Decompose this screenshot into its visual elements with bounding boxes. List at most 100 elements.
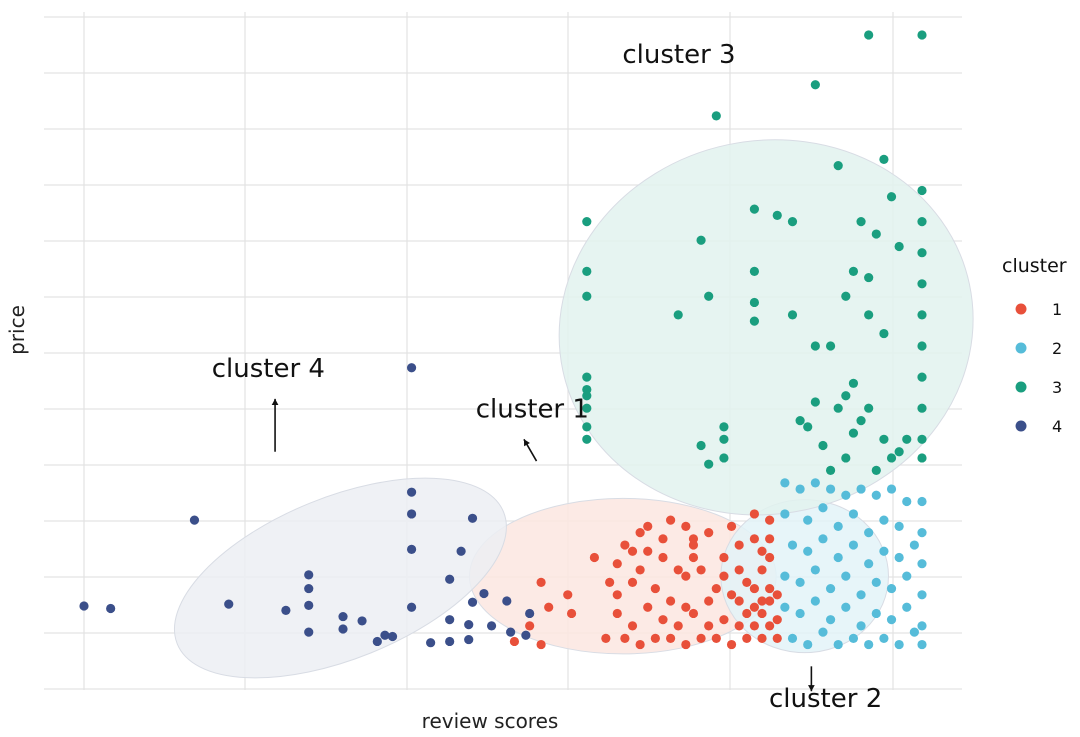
cluster-2-point <box>833 521 843 531</box>
cluster-3-point <box>719 434 729 444</box>
cluster-2-point <box>841 602 851 612</box>
cluster-1-point <box>696 565 706 575</box>
cluster-2-point <box>825 615 836 625</box>
cluster-3-point <box>879 328 889 339</box>
cluster-2-point <box>871 490 881 500</box>
cluster-1-point <box>525 621 535 631</box>
cluster-4-point <box>486 621 497 631</box>
cluster-3-point <box>871 229 881 239</box>
cluster-3-point <box>864 272 874 283</box>
cluster-3-point <box>833 161 843 171</box>
cluster-3-point <box>810 80 820 90</box>
cluster-3-point <box>696 440 706 451</box>
cluster-2-point <box>810 596 820 606</box>
cluster-1-point <box>688 608 699 619</box>
cluster-1-point <box>612 590 622 600</box>
cluster-1-point <box>765 552 775 563</box>
cluster-4-point <box>464 634 474 645</box>
cluster-4-point <box>304 600 314 610</box>
cluster-2-point <box>780 509 790 519</box>
cluster-4-point <box>372 636 382 647</box>
cluster-2-point <box>818 627 828 637</box>
cluster-1-point <box>673 565 683 575</box>
cluster-3-point <box>787 310 798 320</box>
legend: cluster 1 2 3 4 <box>1002 255 1067 436</box>
cluster-1-point <box>719 552 729 563</box>
cluster-3-point <box>810 341 820 351</box>
cluster-2-point <box>917 621 927 631</box>
cluster-3-point <box>917 453 927 463</box>
cluster-3-point <box>711 111 721 121</box>
cluster-1-point <box>757 633 767 643</box>
cluster-1-point <box>627 621 638 631</box>
cluster-3-point <box>673 310 683 320</box>
cluster-3-point <box>719 453 729 463</box>
cluster-2-point <box>780 571 790 581</box>
cluster-3-point <box>582 266 592 276</box>
cluster-1-point <box>772 590 782 600</box>
cluster-1-point <box>620 633 630 643</box>
cluster-3-point <box>818 440 828 451</box>
cluster-2-point <box>818 503 828 513</box>
cluster-1-point <box>563 590 573 600</box>
cluster-1-point <box>627 577 638 587</box>
cluster-1-point <box>681 639 691 650</box>
cluster-1-point <box>704 621 714 631</box>
cluster-2-point <box>833 639 843 650</box>
cluster-3-point <box>879 154 889 164</box>
cluster-4-point <box>467 513 478 523</box>
cluster-1-point <box>650 583 660 594</box>
cluster-3-point <box>848 378 859 388</box>
cluster-1-point <box>650 633 660 643</box>
cluster-3-point <box>582 291 592 301</box>
cluster-3-point <box>749 316 760 326</box>
annotation-label: cluster 3 <box>622 40 735 70</box>
cluster-1-point <box>749 602 760 612</box>
cluster-4-point <box>506 627 516 637</box>
cluster-1-point <box>742 633 752 643</box>
cluster-2-point <box>909 627 919 637</box>
cluster-1-point <box>765 515 775 525</box>
annotation-arrowhead <box>271 398 279 406</box>
cluster-2-point <box>787 633 798 643</box>
cluster-1-point <box>635 565 645 575</box>
cluster-2-point <box>856 590 866 600</box>
cluster-4-point <box>456 546 466 556</box>
cluster-2-point <box>833 552 843 563</box>
cluster-1-point <box>772 615 782 625</box>
cluster-2-point <box>886 583 897 594</box>
cluster-3-point <box>749 266 760 276</box>
cluster-2-point <box>825 583 836 594</box>
cluster-1-point <box>726 521 737 531</box>
cluster-3-point <box>841 291 851 301</box>
cluster-2-point <box>841 490 851 500</box>
y-axis-label: price <box>5 305 29 355</box>
cluster-1-point <box>772 633 782 643</box>
cluster-4-point <box>479 588 489 599</box>
cluster-2-point <box>864 559 874 569</box>
cluster-3-point <box>917 30 927 40</box>
cluster-2-point <box>917 528 927 538</box>
cluster-1-point <box>681 521 691 531</box>
cluster-3-point <box>856 416 866 426</box>
cluster-2-point <box>864 528 874 538</box>
cluster-1-point <box>711 633 721 643</box>
cluster-3-point <box>582 422 592 432</box>
cluster-3-point <box>841 391 851 401</box>
cluster-1-point <box>509 636 520 647</box>
cluster-3-point <box>803 422 813 432</box>
cluster-1-point <box>719 571 729 581</box>
cluster-4-point <box>357 616 367 626</box>
cluster-2-point <box>803 546 813 556</box>
cluster-1-point <box>696 633 706 643</box>
cluster-1-point <box>666 633 676 643</box>
legend-key-1 <box>1015 303 1027 315</box>
cluster-2-point <box>795 608 805 619</box>
cluster-2-point <box>902 571 912 581</box>
cluster-3-point <box>582 372 592 382</box>
cluster-1-point <box>643 602 653 612</box>
cluster-4-point <box>464 620 474 630</box>
cluster-3-point <box>879 434 889 444</box>
cluster-3-point <box>810 397 820 407</box>
